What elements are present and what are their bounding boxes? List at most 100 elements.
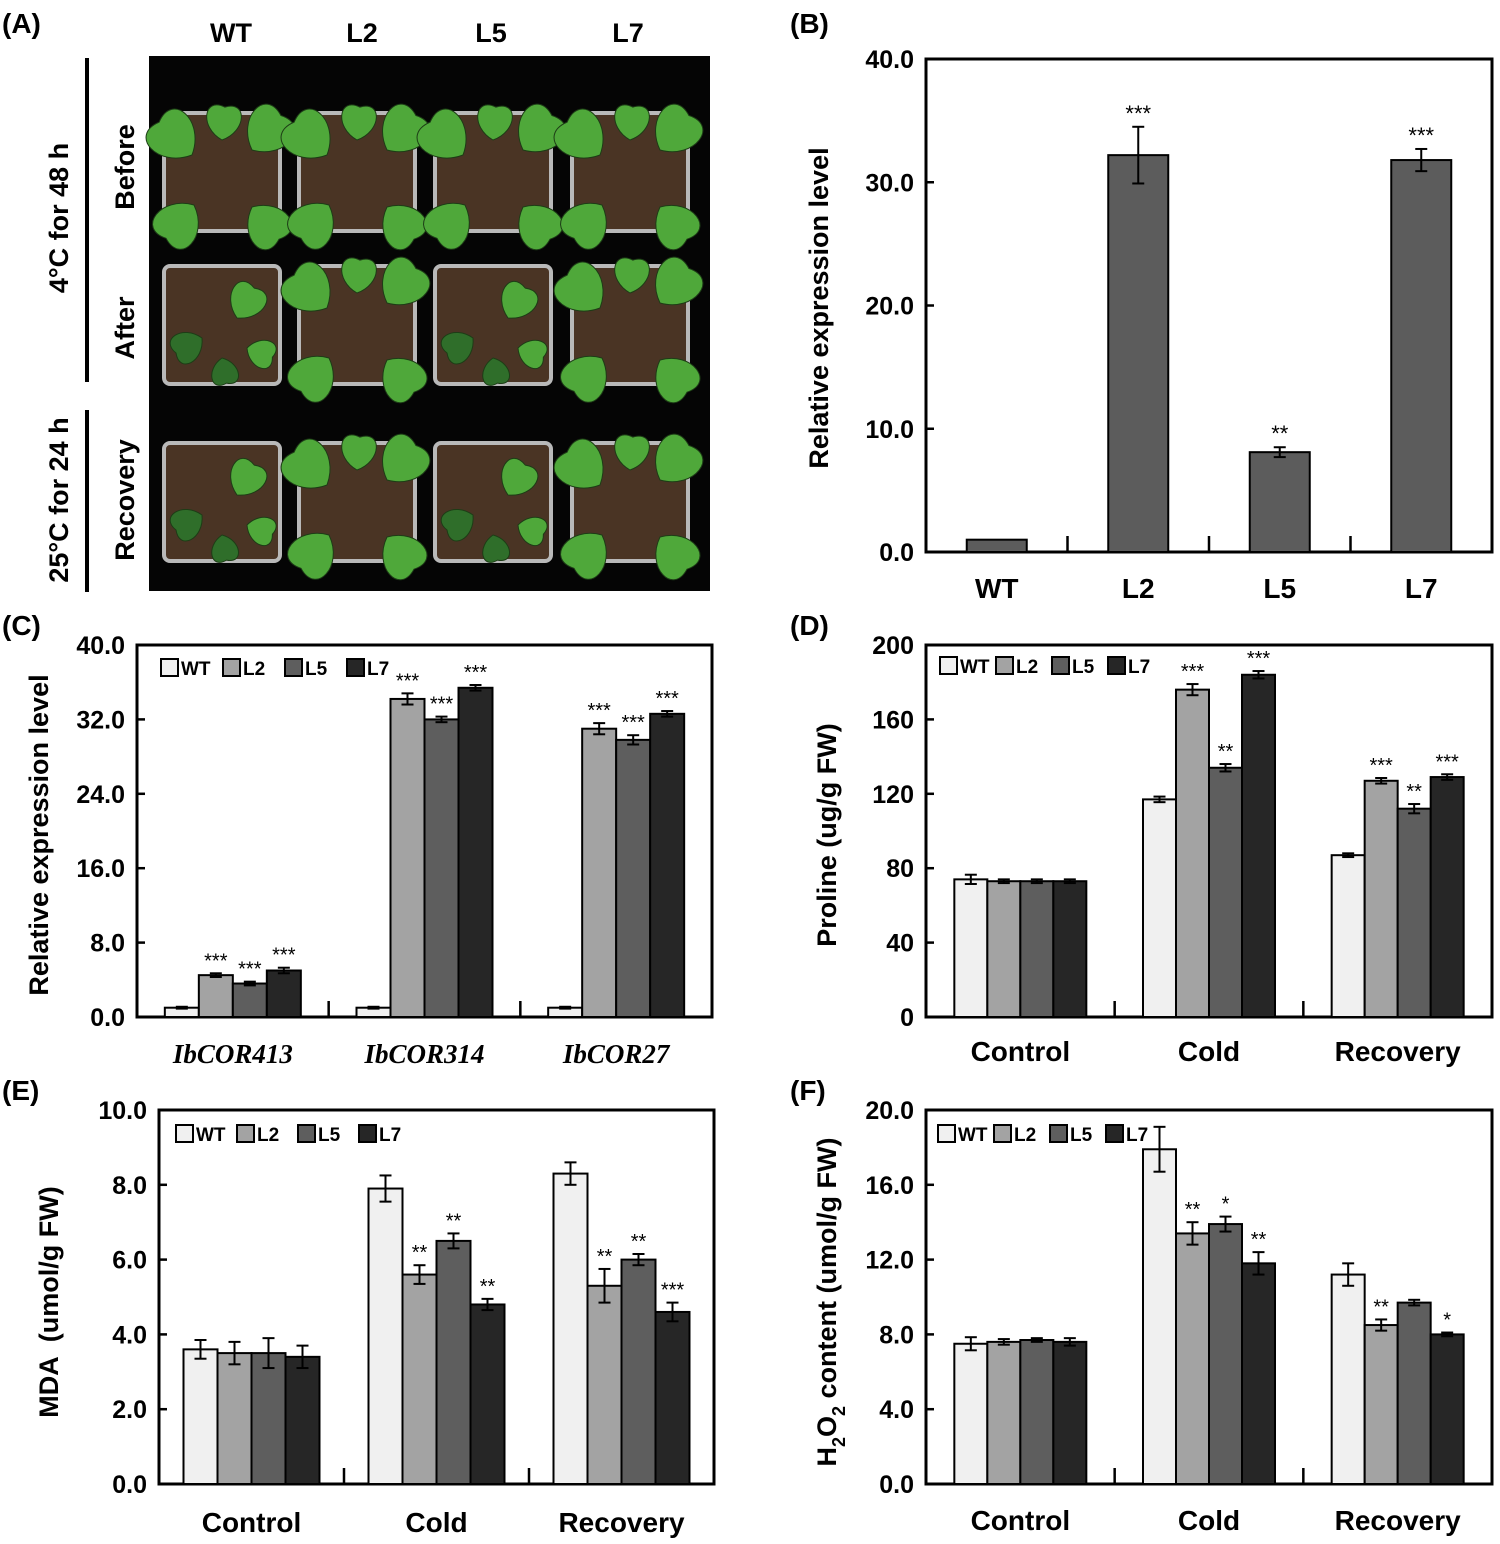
leaf-r3-c3-3	[482, 534, 510, 563]
leaf-r3-c4-5	[614, 434, 650, 471]
leaf-r3-c4-2	[655, 433, 704, 483]
panel-d-bar-l5-cold	[1208, 766, 1243, 1019]
panel-b-significance-single-l2: ***	[1125, 101, 1151, 126]
column-label-wt: WT	[210, 18, 252, 48]
panel-f-legend-swatch-l2	[993, 1124, 1012, 1143]
panel-d-bar-l7-cold	[1241, 673, 1276, 1018]
leaf-r2-c3-1	[440, 332, 474, 365]
panel-d-significance-l7-recovery: ***	[1435, 751, 1459, 773]
panel-c-ytick-label: 40.0	[76, 632, 125, 660]
column-label-l5: L5	[475, 18, 507, 48]
panel-b-bar-single-l5	[1248, 451, 1311, 554]
panel-c-legend-label-l7: L7	[367, 659, 389, 680]
panel-c-bar-l5-ibcor314	[423, 718, 460, 1019]
panel-e-ylabel: MDA (umol/g FW)	[34, 1186, 64, 1417]
panel-e-bar-l7-recovery	[654, 1310, 691, 1485]
leaf-r2-c1-4	[246, 339, 277, 369]
panel-e-legend-swatch-wt	[175, 1124, 194, 1143]
panel-e-significance-l2-cold: **	[412, 1242, 428, 1264]
leaf-r2-c1-2	[230, 281, 268, 319]
leaf-r1-c2-5	[341, 104, 377, 141]
panel-f-category-label-control: Control	[971, 1505, 1071, 1536]
row-label-recovery: Recovery	[110, 439, 140, 561]
leaf-r2-c3-4	[517, 339, 548, 369]
leaf-r3-c1-4	[246, 516, 277, 546]
panel-f-legend-label-l2: L2	[1014, 1125, 1036, 1146]
leaf-r2-c1-1	[169, 332, 203, 365]
panel-e-significance-l5-cold: **	[446, 1210, 462, 1232]
leaf-r3-c4-3	[560, 532, 607, 580]
panel-e-legend-swatch-l7	[358, 1124, 377, 1143]
panel-d-chart: (D) Proline (ug/g FW) 0 40 80 120 160 200 Cont…	[790, 610, 1494, 1067]
panel-d-bar-l2-recovery	[1363, 779, 1399, 1019]
panel-e-ytick-label: 10.0	[98, 1097, 147, 1125]
panel-d-significance-l2-cold: ***	[1181, 661, 1205, 683]
panel-f-bar-l2-recovery	[1363, 1324, 1399, 1486]
leaf-r3-c2-1	[280, 438, 331, 489]
panel-e-legend-swatch-l5	[297, 1124, 316, 1143]
leaf-r1-c2-3	[287, 202, 334, 250]
panel-f-bar-l2-control	[986, 1340, 1022, 1485]
panel-e-significance-l7-recovery: ***	[661, 1280, 685, 1302]
panel-d-label: (D)	[790, 610, 829, 641]
panel-c-legend-swatch-l2	[222, 658, 241, 677]
panel-c-bar-l7-ibcor314	[457, 686, 494, 1019]
leaf-r2-c4-4	[655, 357, 701, 404]
panel-c-significance-l7-ibcor314: ***	[464, 662, 488, 684]
leaf-r2-c2-5	[341, 257, 377, 294]
panel-c-bar-l2-ibcor413	[197, 974, 234, 1019]
leaf-r3-c1-1	[169, 509, 203, 542]
panel-e-significance-l5-recovery: **	[631, 1231, 647, 1253]
panel-d-legend-swatch-l5	[1051, 656, 1070, 675]
panel-c-ytick-label: 32.0	[76, 706, 125, 734]
panel-f-bar-wt-recovery	[1330, 1273, 1366, 1486]
leaf-r2-c4-1	[553, 261, 604, 312]
panel-f-category-label-recovery: Recovery	[1335, 1505, 1462, 1536]
panel-f-legend-label-l5: L5	[1070, 1125, 1093, 1146]
panel-e-label: (E)	[2, 1075, 39, 1106]
leaf-r3-c4-4	[655, 534, 701, 581]
panel-e-chart: (E) MDA (umol/g FW) 0.0 2.0 4.0 6.0 8.0 10.0 C…	[2, 1075, 716, 1538]
leaf-r2-c4-2	[655, 256, 704, 306]
panel-e-bar-l7-cold	[469, 1303, 506, 1485]
panel-e-legend-label-l7: L7	[379, 1125, 401, 1146]
panel-c-bar-l5-ibcor27	[615, 738, 652, 1018]
leaf-r3-c1-3	[211, 534, 239, 563]
leaf-r3-c4-1	[553, 438, 604, 489]
panel-b-label: (B)	[790, 8, 829, 39]
panel-f-label: (F)	[790, 1075, 826, 1106]
leaf-r1-c4-4	[655, 204, 701, 251]
leaf-r2-c2-3	[287, 355, 334, 403]
leaf-r1-c3-5	[477, 104, 513, 141]
panel-c-significance-l7-ibcor413: ***	[272, 945, 296, 967]
panel-f-legend-label-wt: WT	[958, 1125, 988, 1146]
panel-a: (A) WT L2 L5 L7 4°C for 48 h 25°C for 24…	[2, 8, 710, 592]
leaf-r1-c3-1	[416, 108, 467, 159]
panel-d-ytick-label: 0	[900, 1004, 914, 1032]
leaf-r1-c1-3	[152, 202, 199, 250]
leaf-r2-c3-2	[501, 281, 539, 319]
panel-f-bar-wt-control	[953, 1342, 989, 1485]
panel-d-legend-label-wt: WT	[960, 657, 990, 678]
panel-d-legend-label-l7: L7	[1128, 657, 1150, 678]
leaf-r1-c3-3	[423, 202, 470, 250]
panel-e-bar-l2-recovery	[586, 1284, 623, 1486]
panel-e-ytick-label: 6.0	[112, 1247, 147, 1275]
panel-f-bar-l5-cold	[1208, 1223, 1243, 1485]
panel-f-ytick-label: 20.0	[865, 1097, 914, 1125]
panel-d-category-label-recovery: Recovery	[1335, 1036, 1462, 1067]
leaf-r3-c2-4	[382, 534, 428, 581]
panel-d-significance-l2-recovery: ***	[1369, 755, 1393, 777]
panel-e-ytick-label: 4.0	[112, 1321, 147, 1349]
leaf-r1-c2-1	[280, 108, 331, 159]
panel-c-ylabel: Relative expression level	[24, 674, 54, 995]
panel-d-ytick-label: 160	[872, 706, 914, 734]
leaf-r2-c2-1	[280, 261, 331, 312]
panel-d-bar-l5-recovery	[1396, 807, 1432, 1018]
panel-e-legend-label-l2: L2	[257, 1125, 279, 1146]
panel-e-ytick-label: 2.0	[112, 1396, 147, 1424]
panel-f-significance-l7-cold: **	[1251, 1229, 1267, 1251]
panel-e-category-label-recovery: Recovery	[558, 1507, 685, 1538]
panel-b-ytick-label: 0.0	[879, 539, 914, 567]
